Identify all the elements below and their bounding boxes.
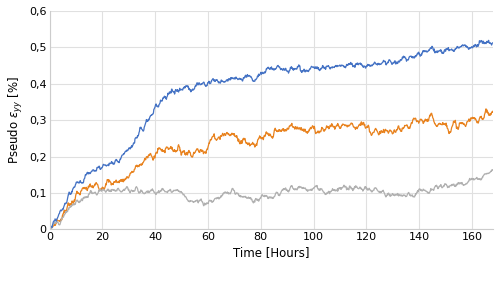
B1 [280,127,286,131]
B3 [46,226,52,229]
Line: B3: B3 [50,40,493,228]
B3 [106,163,112,166]
B3 [121,152,127,156]
B2 [289,184,295,188]
B2 [46,228,52,231]
Line: B2: B2 [50,170,493,229]
Y-axis label: Pseudo $\varepsilon_{yy}$ [%]: Pseudo $\varepsilon_{yy}$ [%] [7,76,25,164]
X-axis label: Time [Hours]: Time [Hours] [233,246,310,259]
B1 [122,178,128,182]
B3 [289,66,295,69]
B1 [48,227,54,230]
B2 [280,188,285,191]
B1 [483,107,489,111]
B3 [280,69,285,72]
B2 [196,199,202,203]
B2 [490,168,496,172]
B3 [239,78,245,81]
Line: B1: B1 [50,109,493,228]
B1 [106,181,112,184]
B2 [121,188,127,192]
B1 [490,109,496,113]
B2 [239,195,245,198]
B3 [486,39,492,42]
B1 [196,150,202,153]
B1 [289,124,295,128]
B3 [490,41,496,44]
B2 [106,188,112,191]
B1 [46,226,52,229]
B1 [239,141,245,144]
B2 [490,168,496,171]
B3 [196,81,202,84]
